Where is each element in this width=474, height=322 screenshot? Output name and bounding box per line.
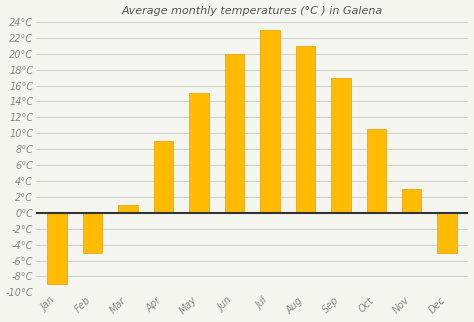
Bar xyxy=(225,54,244,213)
Bar xyxy=(260,30,280,213)
Bar xyxy=(47,213,67,284)
Bar xyxy=(154,141,173,213)
Bar xyxy=(366,129,386,213)
Bar xyxy=(189,93,209,213)
Bar xyxy=(331,78,351,213)
Bar xyxy=(83,213,102,252)
Title: Average monthly temperatures (°C ) in Galena: Average monthly temperatures (°C ) in Ga… xyxy=(121,5,383,15)
Bar xyxy=(402,189,421,213)
Bar xyxy=(118,205,138,213)
Bar xyxy=(438,213,457,252)
Bar xyxy=(296,46,315,213)
